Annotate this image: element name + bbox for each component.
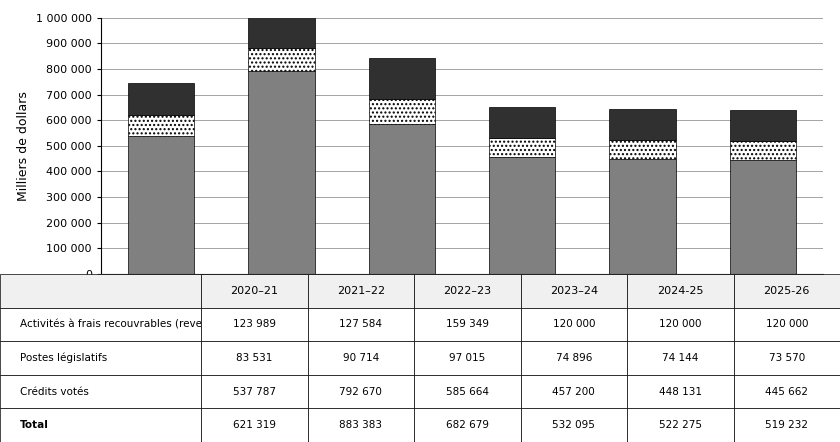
Bar	[249, 71, 314, 274]
Bar	[128, 83, 194, 115]
Bar	[369, 58, 435, 99]
Bar	[610, 109, 675, 140]
Bar	[249, 48, 314, 71]
Bar	[369, 124, 435, 274]
Bar	[128, 115, 194, 136]
Bar	[489, 107, 555, 137]
Bar	[128, 136, 194, 274]
Bar	[610, 140, 675, 159]
Bar	[730, 141, 796, 160]
Bar	[249, 15, 314, 48]
Bar	[489, 137, 555, 157]
Bar	[489, 157, 555, 274]
Bar	[369, 99, 435, 124]
Y-axis label: Milliers de dollars: Milliers de dollars	[17, 91, 30, 201]
Bar	[730, 160, 796, 274]
Bar	[730, 110, 796, 141]
Bar	[610, 159, 675, 274]
